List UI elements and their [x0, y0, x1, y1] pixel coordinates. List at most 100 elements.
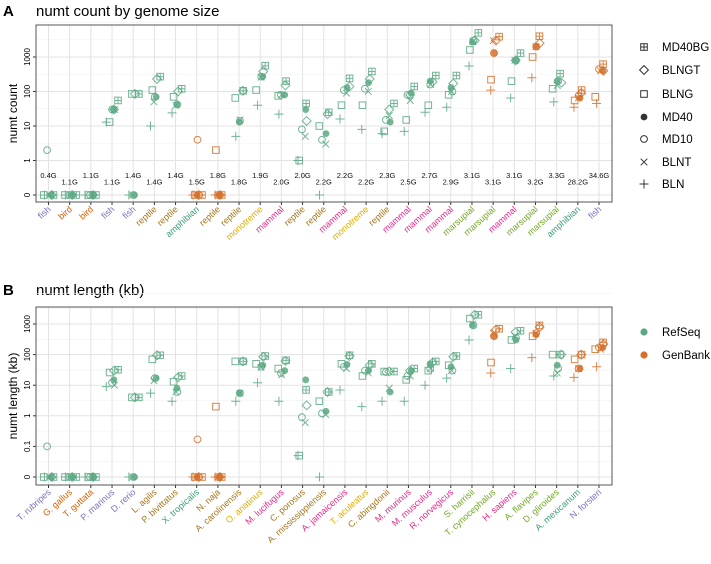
point-blng	[212, 146, 220, 154]
point-bln	[293, 451, 303, 461]
point-bln	[357, 402, 367, 412]
point-bln	[549, 371, 559, 381]
point-blnt	[67, 473, 75, 481]
legend-symbol-md10	[640, 135, 648, 143]
point-blng	[402, 116, 411, 124]
point-blnt	[385, 111, 393, 120]
point-blng	[528, 53, 537, 61]
point-bln	[293, 156, 303, 165]
y-tick-label: 1	[23, 413, 32, 418]
point-blnt	[172, 101, 180, 109]
point-bln	[253, 100, 263, 110]
point-md10	[382, 116, 390, 124]
legend-symbol-genbank	[640, 351, 648, 359]
point-blngt	[129, 392, 140, 403]
point-blngt	[172, 86, 184, 97]
point-blnt	[322, 140, 330, 148]
point-md40bg	[156, 351, 164, 360]
point-blnt	[447, 366, 456, 375]
genome-size-label: 2.0G	[273, 178, 289, 187]
point-blngt	[576, 349, 587, 360]
point-blnt	[406, 96, 414, 105]
genome-size-label: 2.5G	[400, 178, 416, 187]
point-blnt	[110, 381, 119, 389]
point-md10	[173, 388, 182, 396]
point-md10	[448, 366, 457, 375]
point-bln	[39, 190, 49, 200]
point-md40bg	[516, 49, 525, 57]
point-bln	[442, 373, 452, 383]
point-bln	[188, 190, 198, 200]
genome-size-label: 2.7G	[421, 171, 437, 180]
point-blng	[252, 86, 260, 94]
genome-size-label: 0.4G	[40, 171, 56, 180]
point-md40	[407, 367, 415, 375]
point-blngt	[258, 351, 269, 362]
point-blnt	[596, 345, 605, 353]
point-blnt	[342, 364, 351, 373]
point-bln	[315, 472, 325, 482]
point-blng	[212, 402, 220, 411]
genome-size-label: 3.3G	[549, 171, 565, 180]
point-bln	[39, 472, 49, 482]
legend-symbol-blngt	[638, 64, 650, 76]
point-bln	[146, 388, 156, 398]
x-tick-label: fish	[586, 204, 603, 221]
point-blnt	[193, 473, 202, 481]
genome-size-label: 1.4G	[125, 171, 141, 180]
point-bln	[527, 353, 537, 363]
point-blngt	[556, 349, 567, 360]
x-tick-label: fish	[99, 204, 116, 221]
point-blnt	[447, 87, 456, 96]
point-md10	[339, 86, 348, 94]
point-bln	[399, 396, 409, 406]
point-bln	[592, 362, 602, 372]
point-md40	[47, 191, 55, 199]
point-md40	[343, 84, 351, 91]
point-md10	[173, 100, 182, 109]
point-bln	[80, 190, 90, 200]
x-tick-label: bird	[77, 204, 95, 221]
point-md40	[386, 118, 394, 126]
point-md10	[574, 91, 583, 100]
y-tick-label: 1	[23, 158, 32, 163]
legend-label: BLN	[662, 179, 684, 191]
point-md40bg	[114, 96, 122, 105]
legend-symbol-bln	[639, 179, 649, 189]
point-blnt	[364, 369, 372, 377]
point-blnt	[553, 81, 561, 90]
point-blng	[315, 122, 324, 130]
point-md40bg	[390, 99, 398, 108]
point-bln	[231, 396, 241, 406]
point-blnt	[596, 67, 605, 75]
point-md10	[512, 56, 520, 65]
panel-a-letter: A	[3, 3, 14, 20]
point-md10	[277, 369, 285, 377]
point-blng	[128, 393, 136, 402]
point-bln	[124, 472, 134, 482]
legend-symbol-refseq	[640, 328, 648, 336]
point-blngt	[384, 366, 395, 377]
point-md40bg	[368, 67, 376, 76]
point-blng	[548, 84, 557, 93]
point-md40	[322, 130, 330, 138]
point-bln	[549, 97, 559, 107]
point-blng	[466, 314, 474, 323]
point-blnt	[110, 105, 119, 114]
point-blng	[507, 77, 516, 85]
point-md40bg	[474, 29, 483, 37]
point-blngt	[322, 109, 333, 120]
point-md10	[318, 409, 326, 418]
genome-size-label: 2.0G	[294, 171, 310, 180]
point-md40	[302, 376, 310, 384]
point-blng	[231, 94, 240, 102]
point-blngt	[151, 73, 163, 85]
point-md40	[365, 79, 372, 87]
point-blng	[337, 101, 346, 110]
point-md10	[490, 49, 498, 57]
point-blnt	[406, 372, 414, 380]
point-blngt	[448, 351, 459, 362]
point-md40bg	[452, 71, 461, 80]
genome-size-label: 28.2G	[568, 178, 589, 187]
genome-size-label: 3.1G	[506, 171, 522, 180]
